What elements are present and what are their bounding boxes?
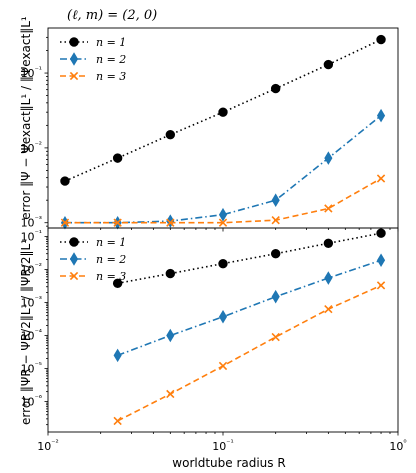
data-point-n1: [218, 107, 228, 117]
data-point-n3: [113, 218, 122, 227]
data-point-n2: [324, 271, 333, 285]
data-point-n1: [376, 34, 386, 45]
data-point-n1: [112, 153, 123, 163]
legend-label-n2: n = 2: [96, 53, 126, 66]
y-tick-label: 10⁻¹: [21, 228, 42, 243]
x-tick-label: 10⁻²: [37, 438, 58, 453]
series-line-n3: [117, 284, 382, 422]
data-point-n3: [271, 332, 280, 342]
legend-label-n1: n = 1: [96, 236, 126, 249]
data-point-n3: [271, 216, 280, 225]
data-point-n3: [376, 174, 386, 183]
y-tick-label: 10⁻⁵: [21, 361, 42, 376]
y-tick-label: 10⁻²: [21, 140, 42, 155]
x-tick-label: 10⁻¹: [212, 438, 233, 453]
legend-label-n3: n = 3: [96, 270, 126, 283]
data-point-n3: [218, 361, 228, 371]
legend-marker-n2: [69, 252, 79, 266]
bottom-panel-ylabel: error ‖ΨR − ΨR/2‖L¹ / ‖ΨR/2‖L¹: [19, 239, 33, 425]
data-point-n1: [112, 278, 123, 289]
data-point-n2: [166, 328, 175, 343]
legend-marker-n1: [69, 237, 79, 247]
data-point-n2: [218, 309, 228, 324]
legend-label-n1: n = 1: [96, 36, 126, 49]
data-point-n1: [165, 268, 176, 279]
legend-label-n2: n = 2: [96, 253, 126, 266]
bottom-panel: 10⁻⁶ 10⁻⁵ 10⁻⁴ 10⁻³ 10⁻² 10⁻¹ 10⁻² 10⁻¹ 10⁰ n = 1…: [21, 227, 407, 453]
data-point-n3: [166, 389, 175, 399]
legend-marker-n1: [69, 37, 79, 47]
data-point-n1: [323, 59, 334, 70]
data-point-n1: [323, 238, 334, 248]
data-point-n1: [218, 258, 228, 269]
top-panel-title: (ℓ, m) = (2, 0): [67, 8, 157, 23]
data-point-n3: [324, 204, 333, 213]
data-point-n2: [271, 289, 280, 304]
x-axis-label: worldtube radius R: [172, 456, 285, 470]
data-point-n2: [113, 348, 122, 363]
data-point-n3: [324, 304, 333, 314]
data-point-n2: [218, 207, 228, 222]
axes-frame: [47, 227, 399, 433]
data-point-n2: [376, 108, 386, 123]
y-tick-label: 10⁻¹: [21, 65, 42, 80]
legend-marker-n3: [69, 71, 79, 81]
data-point-n2: [324, 151, 333, 165]
data-point-n3: [113, 416, 122, 426]
data-point-n3: [218, 218, 228, 227]
data-point-n3: [376, 281, 386, 290]
y-tick-label: 10⁻²: [21, 261, 42, 276]
y-tick-label: 10⁻⁶: [21, 394, 42, 409]
data-point-n1: [376, 228, 386, 238]
y-tick-label: 10⁻⁴: [21, 328, 42, 343]
data-point-n1: [270, 83, 281, 94]
top-panel: 10⁻³ 10⁻² 10⁻¹ n = 1 n = 2 n = 3: [21, 27, 399, 232]
data-point-n1: [60, 176, 70, 186]
data-point-n2: [376, 253, 386, 268]
data-point-n1: [270, 249, 281, 259]
y-tick-label: 10⁻³: [21, 294, 42, 309]
x-tick-label: 10⁰: [389, 438, 406, 453]
data-point-n1: [165, 130, 176, 140]
legend-marker-n3: [69, 271, 79, 281]
data-point-n3: [60, 218, 70, 227]
data-point-n3: [166, 218, 175, 227]
data-point-n2: [271, 193, 280, 207]
legend-marker-n2: [69, 52, 79, 66]
series-line-n1: [117, 232, 382, 285]
series-line-n2: [117, 259, 382, 357]
y-tick-label: 10⁻³: [21, 215, 42, 230]
top-panel-ylabel: error ‖Ψ − Ψexact‖L¹ / ‖Ψexact‖L¹: [19, 16, 33, 220]
series-line-n2: [65, 114, 382, 224]
legend: n = 1 n = 2 n = 3: [60, 236, 126, 283]
legend: n = 1 n = 2 n = 3: [60, 36, 126, 83]
legend-label-n3: n = 3: [96, 70, 126, 83]
